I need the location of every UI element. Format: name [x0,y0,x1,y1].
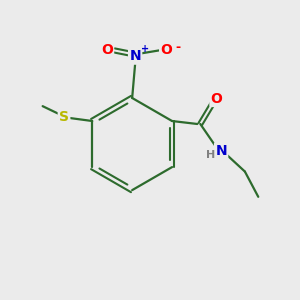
Text: N: N [129,50,141,63]
Text: S: S [59,110,69,124]
Text: H: H [206,150,215,160]
Text: -: - [176,41,181,54]
Text: +: + [142,44,150,54]
Text: O: O [160,44,172,57]
Text: N: N [215,144,227,158]
Text: O: O [101,44,113,57]
Text: O: O [211,92,223,106]
